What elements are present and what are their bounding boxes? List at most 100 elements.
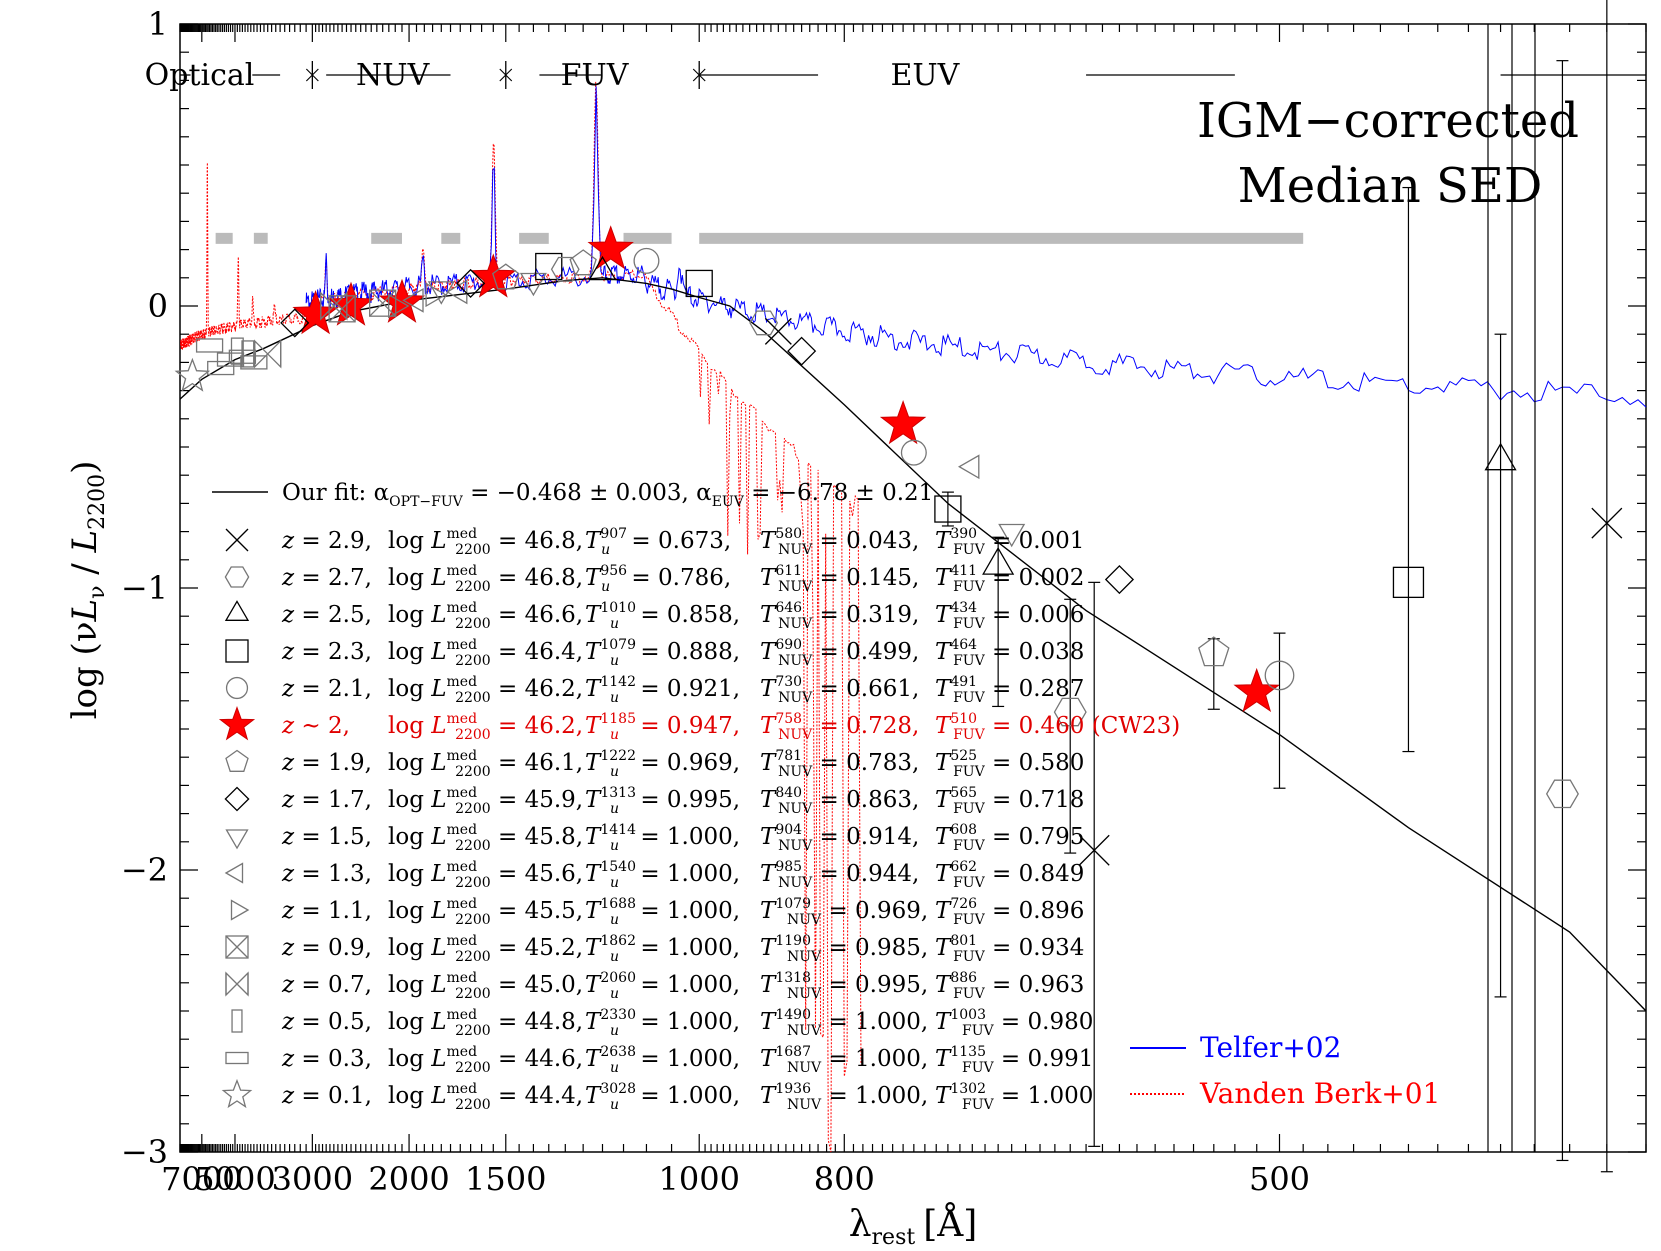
legend-cell-part: NUV (778, 727, 813, 743)
legend-cell-part: = 0.1, (294, 1083, 372, 1109)
data-point-star-red (587, 225, 634, 270)
legend-cell-part: FUV (953, 727, 986, 743)
legend-cell: T886 FUV = 0.963 (935, 970, 1084, 1002)
legend-cell-part: = 1.000, (633, 972, 740, 998)
legend-cell-part: log (388, 676, 431, 702)
legend-cell-part: 2200 (455, 949, 491, 965)
legend-cell-part: = 0.914, (812, 824, 919, 850)
legend-cell-part: FUV (953, 838, 986, 854)
legend-cell-part: u (610, 912, 619, 928)
legend-cell-part: L (430, 861, 446, 887)
band-divider-mark (692, 68, 706, 82)
legend-cell-part: = 0.969, (821, 898, 928, 924)
data-point-bowtie (320, 291, 348, 321)
legend-cell: T662 FUV = 0.849 (935, 859, 1084, 891)
legend-cell-part: = 1.9, (294, 750, 372, 776)
legend-cell-part: = 0.001 (985, 528, 1085, 554)
legend-cell: T565 FUV = 0.718 (935, 785, 1084, 817)
symbol-triangle-up (588, 255, 617, 281)
legend-cell-part: FUV (953, 949, 986, 965)
legend-cell: T690 NUV = 0.499, (760, 637, 919, 669)
telfer-legend-label: Telfer+02 (1200, 1031, 1341, 1064)
legend-cell-part: T (760, 787, 777, 813)
legend-cell-part: T (760, 824, 777, 850)
legend-cell-part: med (447, 674, 478, 690)
legend-cell-part: = 0.795 (985, 824, 1085, 850)
legend-cell-part: NUV (778, 579, 813, 595)
legend-cell-part: 2200 (455, 986, 491, 1002)
symbol-triangle-left (446, 279, 468, 305)
data-point-star-red (378, 278, 426, 323)
legend-cell: T1318 NUV = 0.995, (760, 970, 928, 1002)
legend-cell-part: = 45.8, (491, 824, 583, 850)
legend-row: z = 1.9, log Lmed 2200 = 46.1, T1222 u = 0.9… (225, 748, 1085, 780)
legend-cell-part: FUV (962, 1023, 995, 1039)
legend-cell-part: u (610, 1023, 619, 1039)
legend-cell: T1135 FUV = 0.991 (935, 1044, 1093, 1076)
symbol-rect-tall (230, 337, 244, 365)
band-label: FUV (561, 58, 630, 93)
legend-cell-part: = 0.580 (985, 750, 1085, 776)
symbol-square (1392, 566, 1425, 599)
legend-cell-part: log (388, 528, 431, 554)
legend-cell-part: T (760, 1046, 777, 1072)
legend-cell-part: u (610, 690, 619, 706)
legend-cell: log Lmed 2200 = 44.8, (388, 1007, 583, 1039)
legend-cell-part: log (388, 1083, 431, 1109)
data-point-triangle-left (402, 287, 424, 313)
symbol-triangle-right (425, 282, 447, 308)
data-point-triangle-right (388, 293, 410, 319)
ylabel-part-0: log (ν (65, 622, 105, 720)
x-tick-label: 1000 (658, 1160, 739, 1198)
symbol-star-red (327, 281, 375, 326)
legend-cell-part: T (760, 861, 777, 887)
data-point-rect-tall (241, 340, 255, 368)
legend-cell-part: T (935, 898, 952, 924)
legend-cell-part: = 1.000, (633, 1046, 740, 1072)
legend-cell-part: med (447, 1044, 478, 1060)
legend-cell-part: log (388, 1009, 431, 1035)
legend-cell: z = 1.7, (281, 787, 372, 813)
symbol-star-open (174, 357, 211, 392)
legend-cell-part: = 0.3, (294, 1046, 372, 1072)
legend-cell-part: med (447, 600, 478, 616)
legend-cell-part: T (935, 602, 952, 628)
fit-alpha1-sub: OPT−FUV (389, 494, 463, 510)
data-point-circle (633, 247, 660, 274)
symbol-rect-wide (225, 1051, 249, 1065)
telfer-spectrum (305, 86, 1647, 408)
legend-cell-part: 2200 (455, 542, 491, 558)
legend-cell-part: T (760, 602, 777, 628)
legend-cell-part: 1003 (950, 1007, 986, 1023)
symbol-square (934, 495, 962, 523)
symbol-triangle-left (957, 454, 980, 480)
legend-cell: T1313 u = 0.995, (585, 785, 740, 817)
legend-cell: z = 1.1, (281, 898, 372, 924)
legend-cell-part: 904 (775, 822, 802, 838)
symbol-star-red (378, 278, 426, 323)
legend-cell-part: u (610, 653, 619, 669)
legend-cell-part: z (281, 787, 295, 813)
legend-row: z = 1.7, log Lmed 2200 = 45.9, T1313 u = 0.9… (224, 785, 1084, 817)
legend-row: z ~ 2, log Lmed 2200 = 46.2, T1185 u = 0.947… (218, 706, 1180, 743)
legend-cell-part: L (430, 824, 446, 850)
legend-cell-part: 1688 (600, 896, 636, 912)
data-point-triangle-left (957, 454, 980, 480)
legend-cell: T907 u = 0.673, (585, 526, 731, 558)
legend-cell-part: 1540 (600, 859, 636, 875)
legend-cell: T510 FUV = 0.460 (CW23) (935, 711, 1180, 743)
legend-cell-part: 3028 (600, 1081, 636, 1097)
legend-cell-part: 758 (775, 711, 802, 727)
data-point-diamond (787, 336, 817, 366)
legend-cell: log Lmed 2200 = 46.8, (388, 563, 583, 595)
legend-cell-part: 611 (775, 563, 802, 579)
legend-cell-part: log (388, 935, 431, 961)
legend-cell-part: = 0.006 (985, 602, 1085, 628)
legend-cell-part: = 0.863, (812, 787, 919, 813)
data-point-x (1591, 0, 1623, 1173)
data-point-circle (1264, 632, 1295, 789)
legend-cell-part: T (585, 750, 602, 776)
legend-cell: log Lmed 2200 = 45.2, (388, 933, 583, 965)
legend-cell-part: = 2.3, (294, 639, 372, 665)
legend-cell-part: L (430, 750, 446, 776)
